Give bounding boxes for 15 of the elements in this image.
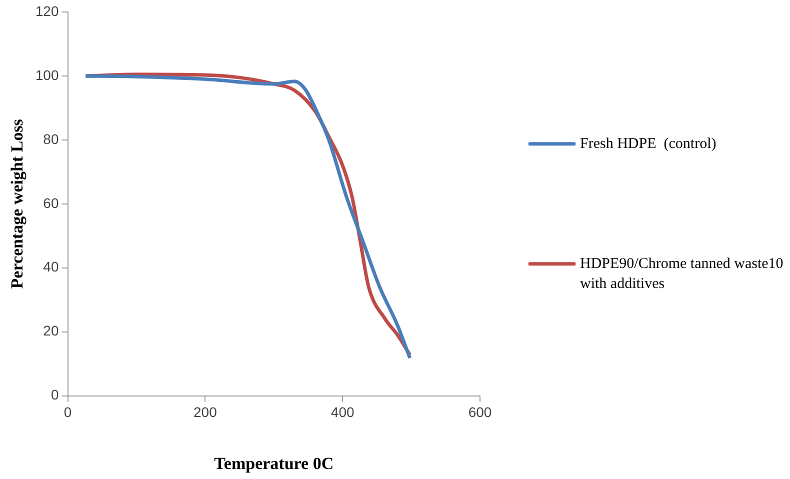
x-tick-label: 400: [330, 404, 354, 420]
x-tick-label: 600: [468, 404, 492, 420]
y-tick-label: 40: [43, 258, 59, 275]
legend-label: HDPE90/Chrome tanned waste10 with additives: [580, 256, 784, 292]
y-tick-label: 60: [43, 194, 59, 211]
y-tick-label: 100: [35, 66, 59, 83]
x-tick-label: 0: [64, 404, 72, 420]
x-axis-title: Temperature 0C: [214, 454, 334, 474]
y-tick-label: 120: [35, 2, 59, 19]
x-tick-label: 200: [193, 404, 218, 420]
y-tick-label: 80: [43, 130, 59, 147]
y-tick-label: 0: [50, 386, 59, 403]
y-axis-title: Percentage weight Loss: [8, 118, 27, 289]
legend-label: Fresh HDPE (control): [580, 136, 716, 152]
y-tick-label: 20: [43, 322, 59, 339]
